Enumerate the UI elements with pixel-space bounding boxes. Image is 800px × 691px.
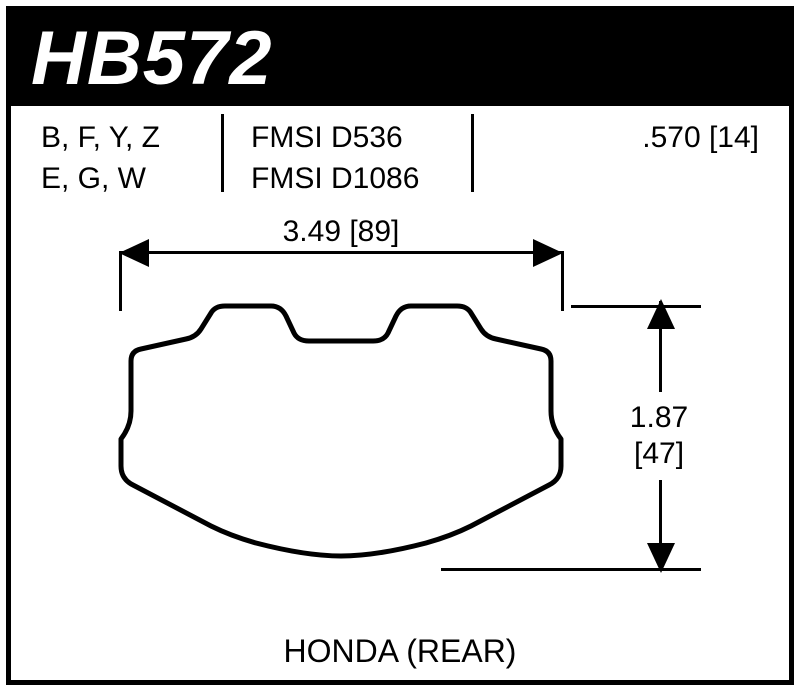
fmsi-line1: FMSI D536 xyxy=(251,118,419,159)
specs-row: B, F, Y, Z E, G, W FMSI D536 FMSI D1086 … xyxy=(11,106,789,201)
brake-pad-outline xyxy=(91,291,591,591)
dim-line xyxy=(121,251,561,254)
divider xyxy=(221,114,224,192)
compound-codes: B, F, Y, Z E, G, W xyxy=(41,118,160,199)
thickness-spec: .570 [14] xyxy=(642,118,759,159)
height-inches: 1.87 xyxy=(619,400,699,436)
fmsi-line2: FMSI D1086 xyxy=(251,159,419,200)
arrow-down-icon xyxy=(647,543,675,573)
width-mm: 89 xyxy=(358,215,391,248)
arrow-up-icon xyxy=(647,299,675,329)
height-mm: [47] xyxy=(619,436,699,472)
diagram-frame: HB572 B, F, Y, Z E, G, W FMSI D536 FMSI … xyxy=(6,6,794,685)
thickness-value: .570 [14] xyxy=(642,118,759,159)
width-label: 3.49 [89] xyxy=(269,215,414,249)
fmsi-codes: FMSI D536 FMSI D1086 xyxy=(251,118,419,199)
divider xyxy=(471,114,474,192)
codes-line2: E, G, W xyxy=(41,159,160,200)
codes-line1: B, F, Y, Z xyxy=(41,118,160,159)
header-bar: HB572 xyxy=(11,11,789,106)
height-dimension: 1.87 [47] xyxy=(639,301,739,571)
application-label: HONDA (REAR) xyxy=(11,633,789,670)
arrow-right-icon xyxy=(533,239,563,267)
height-label: 1.87 [47] xyxy=(619,392,699,480)
width-inches: 3.49 xyxy=(283,215,341,248)
drawing-area: 3.49 [89] 1.87 [47] xyxy=(11,201,789,641)
part-number: HB572 xyxy=(31,15,273,102)
arrow-left-icon xyxy=(119,239,149,267)
width-dimension: 3.49 [89] xyxy=(121,221,561,271)
